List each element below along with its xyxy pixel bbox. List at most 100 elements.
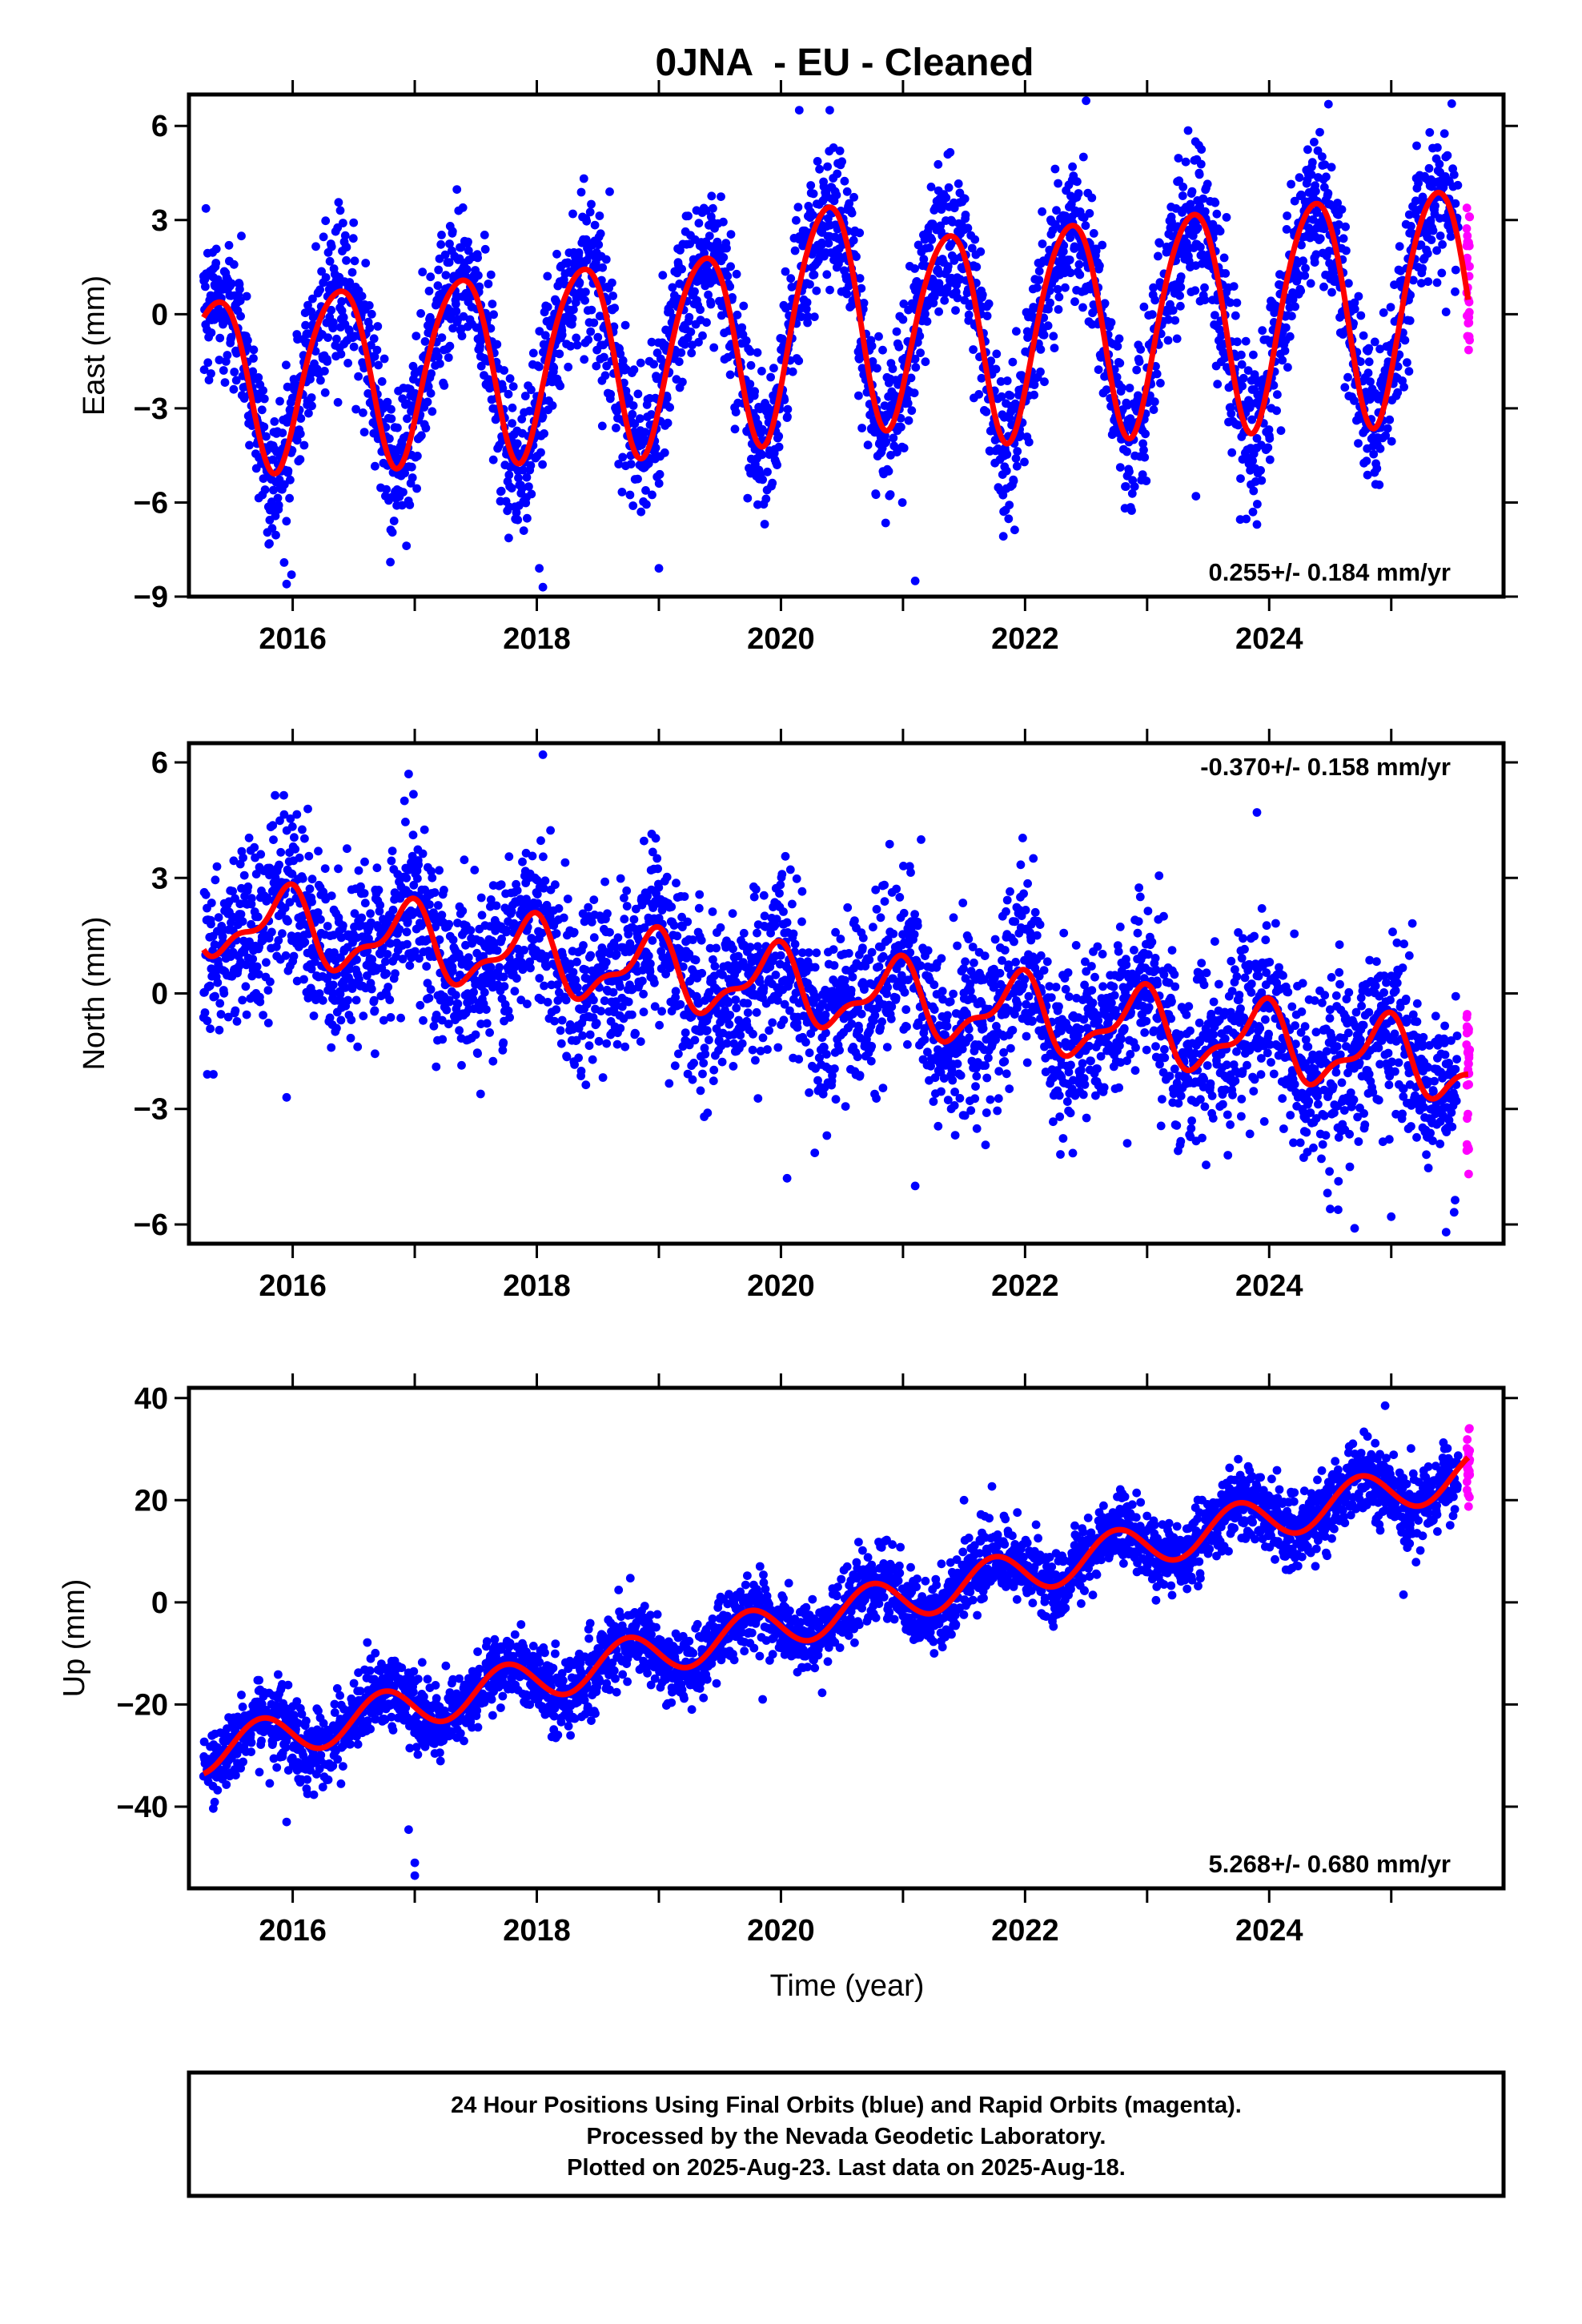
north-final-point	[339, 921, 347, 931]
east-final-point	[823, 162, 832, 171]
north-final-point	[546, 826, 555, 835]
north-final-point	[691, 955, 701, 965]
east-final-point	[1288, 295, 1298, 304]
north-final-point	[308, 943, 317, 953]
east-final-point	[628, 401, 638, 410]
east-final-point	[1315, 127, 1324, 137]
north-final-point	[486, 963, 496, 972]
east-final-point	[704, 290, 713, 300]
north-final-point	[581, 1080, 591, 1090]
north-final-point	[676, 999, 685, 1009]
north-final-point	[585, 1030, 595, 1039]
north-final-point	[460, 855, 469, 865]
east-final-point	[307, 401, 316, 411]
north-final-point	[247, 919, 255, 929]
east-final-point	[1073, 177, 1082, 187]
east-final-point	[363, 389, 373, 398]
east-final-point	[934, 159, 943, 169]
east-final-point	[581, 287, 590, 296]
east-final-point	[892, 327, 901, 336]
east-final-point	[437, 333, 447, 342]
east-x-tick-label: 2018	[503, 622, 571, 656]
east-final-point	[387, 404, 396, 414]
east-final-point	[273, 493, 283, 503]
east-final-point	[349, 342, 359, 352]
north-final-point	[497, 935, 506, 943]
east-final-point	[1337, 205, 1347, 214]
north-final-point	[215, 999, 225, 1008]
east-final-point	[1263, 443, 1273, 452]
east-final-point	[647, 410, 656, 419]
north-final-point	[416, 1000, 425, 1010]
north-final-point	[402, 874, 412, 883]
east-final-point	[527, 385, 536, 395]
east-final-point	[517, 414, 527, 424]
north-final-point	[689, 1059, 698, 1068]
east-final-point	[259, 422, 269, 432]
north-final-point	[612, 1039, 622, 1049]
east-final-point	[857, 424, 866, 432]
north-final-point	[438, 1035, 448, 1044]
east-final-point	[385, 434, 394, 444]
east-final-point	[507, 484, 516, 493]
east-final-point	[1311, 187, 1320, 196]
north-final-point	[367, 955, 377, 964]
east-final-point	[1100, 299, 1110, 308]
north-final-point	[343, 995, 352, 1005]
east-final-point	[440, 250, 450, 259]
north-final-point	[386, 1013, 396, 1022]
north-final-point	[569, 927, 579, 937]
east-final-point	[741, 336, 751, 345]
north-final-point	[551, 880, 560, 890]
east-final-point	[440, 381, 449, 390]
east-final-point	[584, 335, 593, 344]
east-final-point	[1155, 239, 1164, 248]
east-final-point	[296, 414, 306, 423]
east-final-point	[275, 396, 284, 406]
east-final-point	[1199, 194, 1208, 203]
east-final-point	[1238, 381, 1247, 391]
east-final-point	[458, 203, 468, 212]
north-final-point	[699, 1059, 709, 1068]
north-final-point	[536, 995, 546, 1004]
east-final-point	[760, 520, 769, 529]
north-final-point	[425, 900, 434, 909]
east-final-point	[1186, 199, 1195, 209]
north-final-point	[346, 1033, 355, 1043]
east-final-point	[1426, 215, 1435, 225]
east-final-point	[387, 528, 397, 537]
east-final-point	[1150, 397, 1159, 407]
north-final-point	[435, 935, 444, 944]
north-final-point	[540, 981, 548, 991]
east-final-point	[1451, 199, 1460, 208]
east-final-point	[1036, 345, 1046, 354]
east-final-point	[774, 432, 784, 441]
north-final-point	[274, 935, 283, 945]
east-final-point	[1249, 486, 1259, 496]
north-final-point	[405, 961, 415, 971]
north-final-point	[229, 856, 239, 866]
north-final-point	[379, 1015, 388, 1025]
east-final-point	[259, 394, 269, 404]
east-final-point	[1196, 159, 1206, 169]
east-final-point	[1356, 311, 1366, 320]
north-final-point	[206, 1024, 215, 1033]
east-final-point	[1197, 145, 1207, 155]
east-final-point	[572, 340, 582, 350]
east-final-point	[486, 324, 496, 333]
north-final-point	[316, 915, 325, 924]
east-final-point	[874, 332, 883, 341]
north-final-point	[573, 983, 582, 992]
east-rapid-point	[1462, 203, 1472, 213]
east-final-point	[1125, 384, 1134, 392]
east-final-point	[457, 332, 467, 340]
east-final-point	[464, 246, 473, 255]
north-final-point	[601, 958, 611, 967]
east-final-point	[1061, 283, 1070, 292]
east-final-point	[459, 312, 468, 321]
north-final-point	[560, 858, 570, 867]
east-final-point	[357, 292, 367, 301]
north-final-point	[328, 989, 338, 998]
east-final-point	[1393, 388, 1403, 397]
north-final-point	[256, 850, 266, 859]
